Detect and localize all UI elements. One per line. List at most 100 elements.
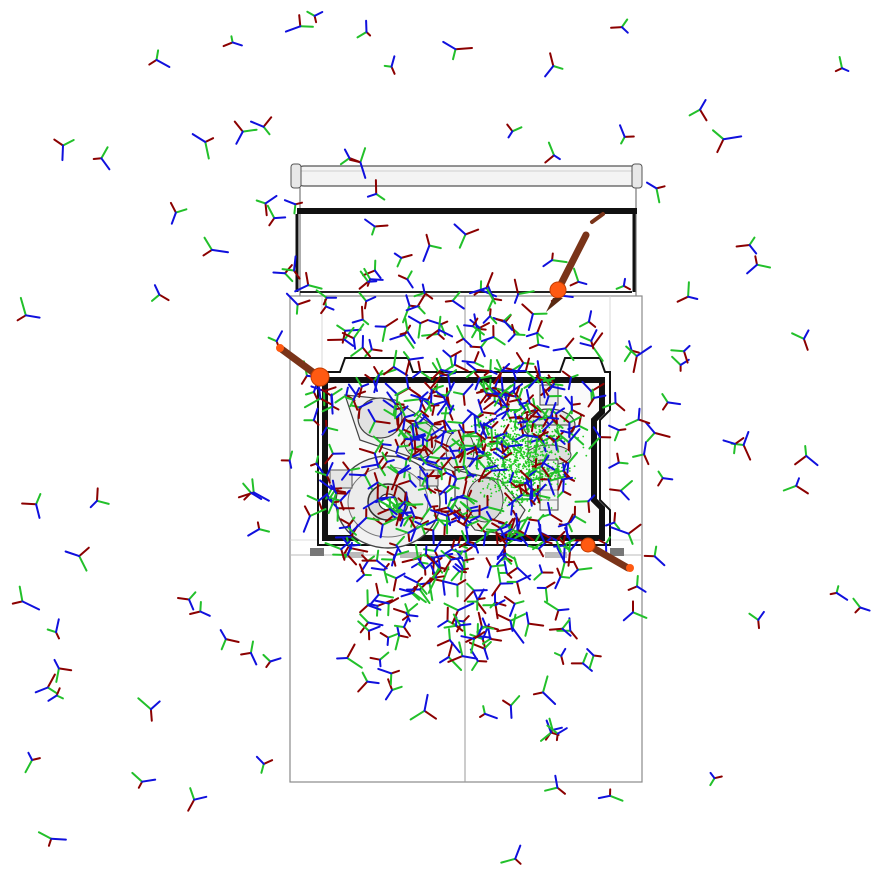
frame-axis-triad-icon: [554, 567, 571, 590]
frame-axis-triad-icon: [500, 517, 524, 537]
point-cloud-dot: [512, 446, 514, 449]
point-cloud-dot: [490, 478, 493, 480]
point-cloud-dot: [489, 462, 492, 464]
frame-axis-triad-icon: [434, 486, 454, 505]
frame-axis-triad-icon: [376, 484, 404, 515]
point-cloud-dot: [529, 451, 532, 454]
point-cloud-dot: [492, 478, 495, 480]
point-cloud-dot: [495, 490, 498, 493]
point-cloud-dot: [515, 452, 518, 454]
point-cloud-dot: [506, 484, 509, 487]
point-cloud-dot: [510, 427, 513, 430]
point-cloud-dot: [486, 458, 489, 461]
point-cloud-dot: [503, 476, 506, 478]
point-cloud-dot: [476, 438, 478, 441]
point-cloud-dot: [510, 486, 513, 488]
point-cloud-dot: [533, 444, 536, 447]
point-cloud-dot: [564, 450, 567, 453]
point-cloud-dot: [506, 459, 509, 461]
point-cloud-dot: [552, 461, 555, 463]
frame-axis-triad-icon: [321, 419, 339, 436]
point-cloud-dot: [565, 468, 568, 471]
frame-axis-triad-icon: [262, 653, 282, 669]
point-cloud-dot: [541, 480, 544, 482]
frame-axis-triad-icon: [358, 270, 378, 290]
frame-axis-triad-icon: [495, 313, 514, 331]
point-cloud-dot: [556, 464, 559, 467]
frame-axis-triad-icon: [458, 530, 478, 549]
point-cloud-dot: [531, 467, 534, 470]
frame-axis-triad-icon: [605, 512, 621, 530]
point-cloud-dot: [528, 456, 531, 459]
point-cloud-dot: [506, 479, 509, 482]
point-cloud-dot: [554, 453, 557, 456]
point-cloud-dot: [547, 499, 550, 501]
point-cloud-dot: [511, 442, 514, 445]
frame-axis-triad-icon: [352, 508, 380, 532]
frame-axis-triad-icon: [460, 631, 486, 654]
point-cloud-dot: [558, 455, 561, 458]
frame-axis-triad-icon: [374, 597, 400, 617]
frame-axis-triad-icon: [559, 414, 582, 438]
point-cloud-dot: [515, 433, 518, 436]
point-cloud-dot: [514, 455, 517, 458]
point-cloud-dot: [528, 428, 530, 430]
point-cloud-dot: [519, 448, 521, 450]
point-cloud-dot: [533, 451, 536, 453]
frame-axis-triad-icon: [131, 771, 157, 789]
frame-axis-triad-icon: [356, 563, 372, 583]
frame-axis-triad-icon: [402, 351, 424, 376]
frame-axis-triad-icon: [137, 697, 161, 722]
frame-axis-triad-icon: [794, 445, 819, 467]
frame-axis-triad-icon: [426, 315, 454, 340]
point-cloud-dot: [508, 458, 511, 461]
frame-axis-triad-icon: [735, 236, 758, 255]
point-cloud-dot: [506, 451, 509, 454]
frame-axis-triad-icon: [587, 388, 607, 408]
frame-axis-triad-icon: [463, 582, 488, 602]
frame-axis-triad-icon: [350, 334, 372, 358]
frame-axis-triad-icon: [502, 695, 521, 719]
point-cloud-dot: [498, 475, 501, 478]
point-cloud-dot: [522, 463, 525, 465]
frame-axis-triad-icon: [420, 493, 439, 521]
frame-axis-triad-icon: [426, 456, 453, 481]
point-cloud-dot: [533, 457, 535, 460]
point-cloud-dot: [573, 465, 576, 468]
frame-axis-triad-icon: [500, 844, 522, 865]
point-cloud-dot: [515, 468, 518, 470]
frame-axis-triad-icon: [490, 434, 507, 456]
frame-axis-triad-icon: [479, 705, 498, 720]
frame-axis-triad-icon: [468, 445, 492, 468]
point-cloud-dot: [521, 446, 524, 449]
point-cloud-dot: [540, 451, 542, 453]
frame-axis-triad-icon: [439, 452, 463, 473]
point-cloud-dot: [522, 439, 525, 442]
point-cloud-dot: [540, 424, 543, 427]
frame-axis-triad-icon: [597, 788, 624, 802]
frame-axis-triad-icon: [493, 362, 511, 380]
frame-axis-triad-icon: [536, 581, 556, 602]
frame-axis-triad-icon: [748, 610, 765, 630]
frame-axis-triad-icon: [377, 667, 400, 686]
frame-axis-triad-icon: [92, 146, 111, 171]
frame-axis-triad-icon: [407, 315, 429, 339]
frame-axis-triad-icon: [528, 332, 550, 350]
frame-axis-triad-icon: [405, 294, 426, 315]
point-cloud-dot: [483, 495, 486, 498]
point-cloud-dot: [520, 452, 523, 455]
frame-axis-triad-icon: [463, 317, 485, 336]
point-cloud-dot: [548, 451, 551, 454]
point-cloud-dot: [508, 459, 511, 462]
frame-axis-triad-icon: [625, 345, 652, 373]
frame-axis-triad-icon: [341, 461, 361, 481]
frame-axis-triad-icon: [169, 201, 188, 225]
point-cloud-dot: [473, 442, 475, 445]
frame-axis-triad-icon: [464, 465, 477, 481]
point-cloud-dot: [510, 461, 512, 463]
point-cloud-dot: [556, 458, 559, 461]
point-cloud-dot: [528, 508, 531, 511]
point-cloud-dot: [556, 483, 559, 486]
point-cloud-dot: [493, 472, 496, 475]
